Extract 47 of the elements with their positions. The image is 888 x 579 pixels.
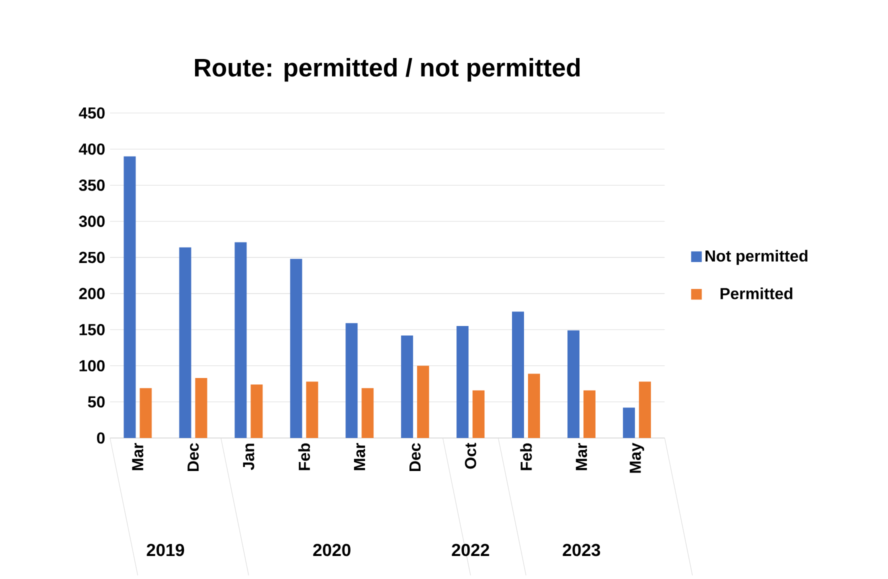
x-tick-label: Mar	[576, 442, 588, 470]
bar	[290, 258, 302, 438]
legend-label: Not permitted	[706, 250, 808, 265]
text: 2019	[146, 544, 184, 556]
text: 2020	[313, 544, 350, 556]
text: 2023	[562, 544, 600, 556]
bar	[124, 156, 136, 438]
y-tick-label: 350	[78, 180, 105, 191]
x-tick-label: Dec	[188, 443, 199, 471]
y-tick-label: 450	[78, 107, 105, 119]
bar	[234, 242, 247, 438]
bar	[417, 366, 430, 438]
x-tick-label: Feb	[298, 443, 310, 470]
y-tick-label: 150	[80, 324, 105, 336]
bar	[195, 378, 208, 438]
bar	[346, 323, 358, 438]
bar	[512, 312, 524, 438]
bar	[456, 326, 469, 438]
x-tick-label: Dec	[410, 443, 421, 471]
bar	[362, 388, 374, 438]
bar	[250, 384, 263, 438]
y-tick-label: 50	[88, 396, 105, 408]
x-tick-label: Mar	[132, 442, 144, 470]
x-tick-label: Mar	[354, 442, 366, 470]
bar	[179, 247, 192, 438]
bar	[622, 408, 635, 438]
bar	[528, 374, 540, 438]
text: 2022	[452, 544, 490, 556]
bar	[140, 388, 152, 438]
x-tick-label: Oct	[464, 442, 476, 469]
x-tick-label: Feb	[520, 443, 532, 470]
bar	[638, 382, 651, 438]
y-tick-label: 400	[78, 143, 105, 155]
y-tick-label: 250	[79, 252, 105, 264]
x-tick-label: Jan	[243, 444, 254, 470]
bar	[472, 390, 485, 438]
bar	[583, 390, 596, 438]
y-tick-label: 0	[97, 432, 105, 444]
bar	[401, 335, 414, 438]
y-tick-label: 100	[80, 360, 105, 372]
legend-label: Permitted	[720, 288, 792, 300]
x-tick-label: May	[630, 442, 644, 473]
chart-title: Route: permitted / not permitted	[195, 58, 580, 82]
y-tick-label: 200	[79, 288, 105, 300]
bar	[567, 330, 580, 438]
bar	[306, 382, 318, 438]
y-tick-label: 300	[78, 216, 105, 228]
